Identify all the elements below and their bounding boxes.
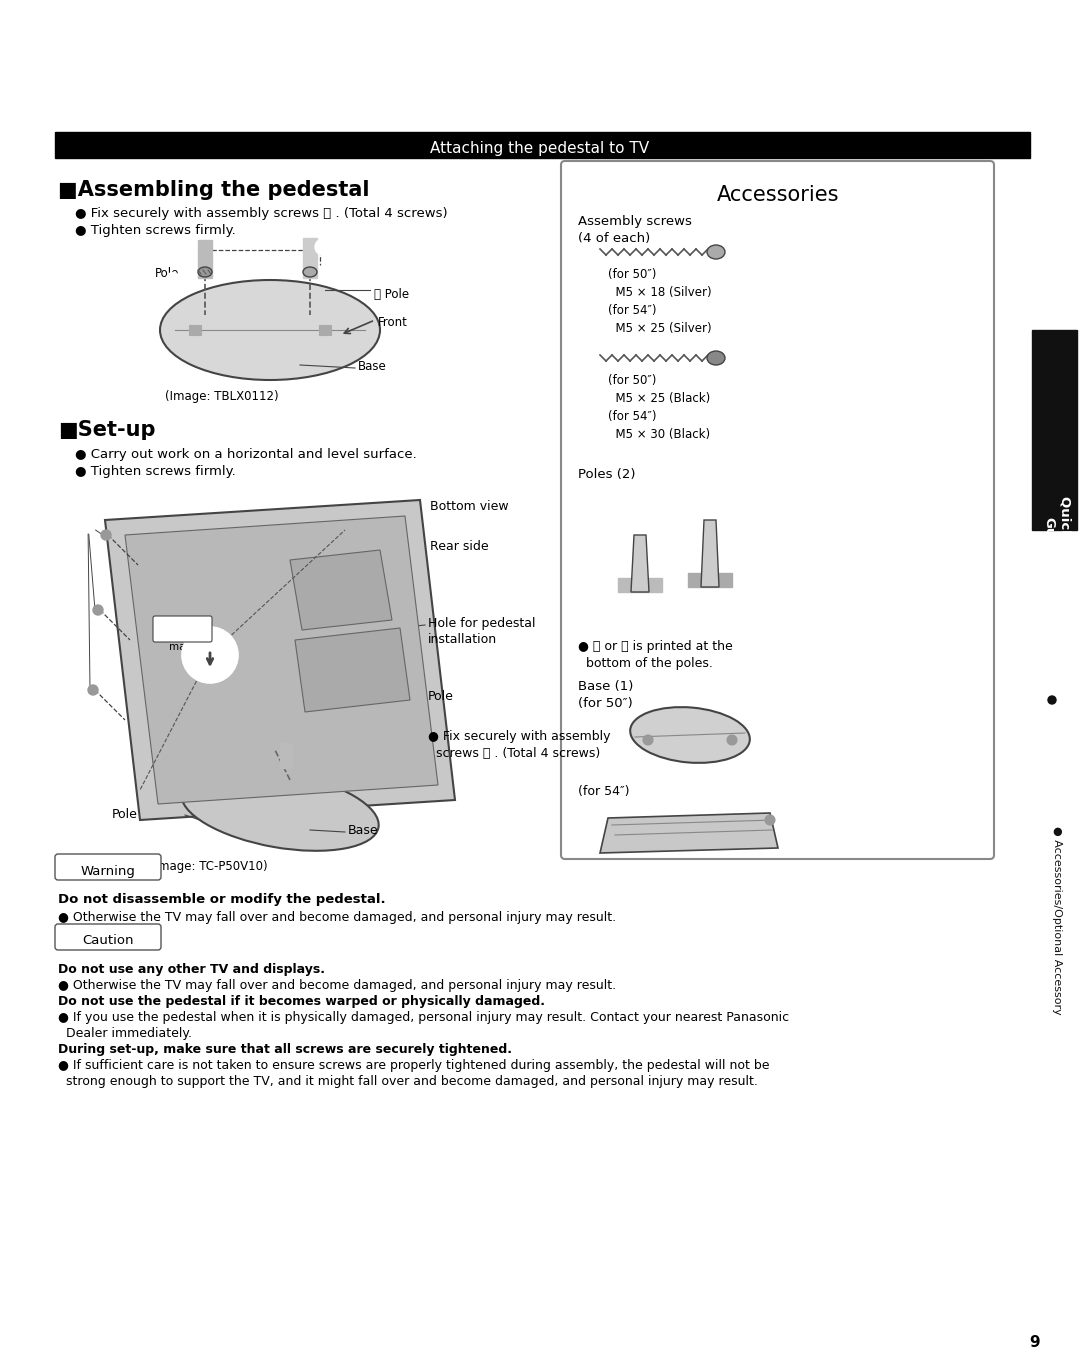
Text: Attaching the pedestal to TV: Attaching the pedestal to TV bbox=[431, 142, 649, 157]
Text: (Image: TC-P50V10): (Image: TC-P50V10) bbox=[150, 861, 268, 873]
Text: ● Accessories/Optional Accessory: ● Accessories/Optional Accessory bbox=[1052, 825, 1062, 1015]
FancyBboxPatch shape bbox=[153, 616, 212, 643]
Text: Poles (2): Poles (2) bbox=[578, 468, 635, 482]
Bar bbox=[280, 743, 292, 769]
Bar bbox=[303, 238, 318, 277]
Text: R: R bbox=[170, 275, 176, 284]
Text: Dealer immediately.: Dealer immediately. bbox=[58, 1027, 192, 1040]
Text: ● Otherwise the TV may fall over and become damaged, and personal injury may res: ● Otherwise the TV may fall over and bec… bbox=[58, 980, 616, 992]
Circle shape bbox=[166, 272, 179, 285]
Polygon shape bbox=[291, 551, 392, 630]
Circle shape bbox=[717, 505, 733, 521]
Text: Assembly screws
(4 of each): Assembly screws (4 of each) bbox=[578, 215, 692, 245]
Text: Accessories: Accessories bbox=[717, 185, 839, 206]
Circle shape bbox=[102, 530, 111, 540]
Text: (Image: TBLX0112): (Image: TBLX0112) bbox=[165, 390, 279, 403]
Text: ● If you use the pedestal when it is physically damaged, personal injury may res: ● If you use the pedestal when it is phy… bbox=[58, 1011, 789, 1024]
Ellipse shape bbox=[707, 245, 725, 258]
Text: Pole: Pole bbox=[428, 690, 454, 704]
Ellipse shape bbox=[631, 708, 750, 763]
Text: ● Fix securely with assembly
  screws Ⓑ . (Total 4 screws): ● Fix securely with assembly screws Ⓑ . … bbox=[428, 731, 610, 760]
Ellipse shape bbox=[160, 280, 380, 380]
Text: A: A bbox=[319, 241, 327, 252]
Text: Ⓛ Pole: Ⓛ Pole bbox=[374, 287, 409, 300]
Text: ● Ⓛ or Ⓡ is printed at the
  bottom of the poles.: ● Ⓛ or Ⓡ is printed at the bottom of the… bbox=[578, 640, 732, 670]
Text: B: B bbox=[84, 520, 92, 530]
Text: Do not disassemble or modify the pedestal.: Do not disassemble or modify the pedesta… bbox=[58, 893, 386, 907]
Text: Pole: Pole bbox=[156, 267, 179, 280]
Ellipse shape bbox=[181, 770, 379, 851]
Polygon shape bbox=[295, 628, 410, 712]
Circle shape bbox=[573, 349, 591, 367]
Text: ● Otherwise the TV may fall over and become damaged, and personal injury may res: ● Otherwise the TV may fall over and bec… bbox=[58, 911, 616, 924]
Text: ● If sufficient care is not taken to ensure screws are properly tightened during: ● If sufficient care is not taken to ens… bbox=[58, 1059, 769, 1072]
Text: (for 50″)
  M5 × 18 (Silver)
(for 54″)
  M5 × 25 (Silver): (for 50″) M5 × 18 (Silver) (for 54″) M5 … bbox=[608, 268, 712, 336]
Text: 9: 9 bbox=[1029, 1335, 1040, 1350]
Text: ● Fix securely with assembly screws Ⓐ . (Total 4 screws): ● Fix securely with assembly screws Ⓐ . … bbox=[75, 207, 447, 221]
Bar bbox=[618, 578, 662, 593]
Text: Ⓛ: Ⓛ bbox=[622, 524, 629, 533]
Polygon shape bbox=[631, 534, 649, 593]
Circle shape bbox=[617, 520, 633, 536]
Text: ● Tighten screws firmly.: ● Tighten screws firmly. bbox=[75, 225, 235, 237]
Bar bbox=[688, 574, 732, 587]
Text: ■Set-up: ■Set-up bbox=[58, 419, 156, 440]
Text: Quick Start
Guide: Quick Start Guide bbox=[1042, 497, 1071, 580]
Circle shape bbox=[765, 815, 775, 825]
Text: Pole: Pole bbox=[112, 809, 138, 821]
Polygon shape bbox=[125, 515, 438, 804]
Text: A: A bbox=[578, 248, 586, 257]
Circle shape bbox=[315, 239, 330, 254]
Text: Bottom view: Bottom view bbox=[430, 501, 509, 513]
Bar bbox=[319, 325, 330, 336]
Text: ■Assembling the pedestal: ■Assembling the pedestal bbox=[58, 180, 369, 200]
Text: Warning: Warning bbox=[81, 865, 135, 878]
Circle shape bbox=[643, 735, 653, 746]
Circle shape bbox=[93, 605, 103, 616]
Circle shape bbox=[727, 735, 737, 746]
FancyBboxPatch shape bbox=[55, 854, 161, 879]
Bar bbox=[55, 133, 1030, 158]
Text: (for 50″)
  M5 × 25 (Black)
(for 54″)
  M5 × 30 (Black): (for 50″) M5 × 25 (Black) (for 54″) M5 ×… bbox=[608, 373, 711, 441]
Text: Hole for pedestal
installation: Hole for pedestal installation bbox=[428, 617, 536, 645]
Bar bbox=[189, 325, 201, 336]
Text: Base (1)
(for 50″): Base (1) (for 50″) bbox=[578, 681, 633, 710]
Text: Arrow
mark: Arrow mark bbox=[166, 630, 198, 652]
Circle shape bbox=[80, 517, 96, 533]
Circle shape bbox=[87, 685, 98, 695]
Bar bbox=[1032, 330, 1077, 530]
FancyBboxPatch shape bbox=[561, 161, 994, 859]
Circle shape bbox=[573, 244, 591, 261]
Text: Base: Base bbox=[357, 360, 387, 372]
Polygon shape bbox=[701, 520, 719, 587]
Text: Front: Front bbox=[378, 317, 408, 330]
Ellipse shape bbox=[707, 350, 725, 365]
Text: strong enough to support the TV, and it might fall over and become damaged, and : strong enough to support the TV, and it … bbox=[58, 1076, 758, 1088]
Text: Do not use any other TV and displays.: Do not use any other TV and displays. bbox=[58, 963, 325, 976]
Text: Caution: Caution bbox=[82, 935, 134, 947]
Text: Do not use the pedestal if it becomes warped or physically damaged.: Do not use the pedestal if it becomes wa… bbox=[58, 994, 545, 1008]
FancyBboxPatch shape bbox=[55, 924, 161, 950]
Ellipse shape bbox=[198, 267, 212, 277]
Text: (for 54″): (for 54″) bbox=[578, 785, 630, 798]
Text: Ⓡ: Ⓡ bbox=[721, 507, 728, 518]
Text: ● Carry out work on a horizontal and level surface.: ● Carry out work on a horizontal and lev… bbox=[75, 448, 417, 461]
Text: Base: Base bbox=[348, 824, 379, 836]
Circle shape bbox=[1048, 695, 1056, 704]
Polygon shape bbox=[600, 813, 778, 852]
Bar bbox=[198, 239, 212, 277]
Text: B: B bbox=[578, 353, 586, 363]
Circle shape bbox=[183, 626, 238, 683]
Text: ● Tighten screws firmly.: ● Tighten screws firmly. bbox=[75, 465, 235, 478]
Ellipse shape bbox=[303, 267, 318, 277]
Text: During set-up, make sure that all screws are securely tightened.: During set-up, make sure that all screws… bbox=[58, 1043, 512, 1055]
Polygon shape bbox=[105, 501, 455, 820]
Text: Rear side: Rear side bbox=[430, 540, 488, 553]
